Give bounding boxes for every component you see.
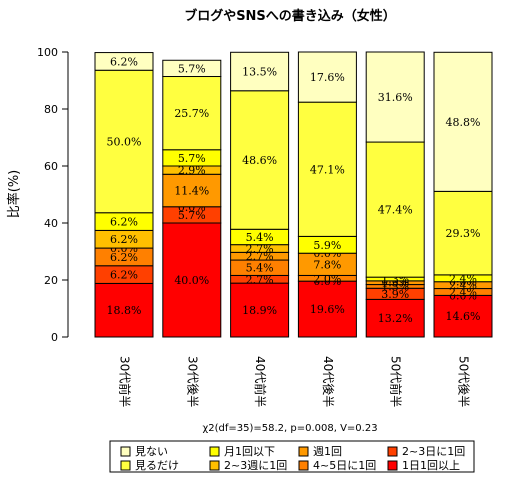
- bar-segment: [230, 90, 290, 230]
- bar-segment: [297, 51, 357, 103]
- bar-segment: [230, 282, 290, 338]
- legend-label: 4~5日に1回: [313, 459, 376, 472]
- y-axis: 0 20 40 60 80 100: [37, 46, 69, 344]
- bars-group: 18.8%6.2%6.2%0.0%6.2%6.2%50.0%6.2%40.0%5…: [94, 51, 493, 338]
- segment-label: 40.0%: [174, 274, 209, 287]
- segment-label: 6.2%: [110, 55, 138, 68]
- bar-segment: [433, 51, 493, 192]
- bar-stack: 40.0%5.7%0.0%11.4%2.9%5.7%25.7%5.7%: [162, 59, 222, 338]
- bar-segment: [365, 51, 425, 143]
- segment-label: 19.6%: [310, 303, 345, 316]
- segment-label: 11.4%: [174, 185, 209, 198]
- legend-swatch: [387, 446, 398, 457]
- segment-label: 2.7%: [246, 250, 274, 263]
- stat-note: χ2(df=35)=58.2, p=0.008, V=0.23: [202, 423, 377, 434]
- chart-title: ブログやSNSへの書き込み（女性）: [184, 8, 396, 24]
- segment-label: 6.2%: [110, 269, 138, 282]
- y-tick-label: 40: [44, 217, 58, 230]
- bar-segment: [162, 76, 222, 151]
- category-label: 50代後半: [457, 356, 471, 407]
- y-tick-label: 0: [51, 331, 58, 344]
- segment-label: 50.0%: [107, 135, 142, 148]
- segment-label: 2.7%: [246, 273, 274, 286]
- segment-label: 25.7%: [174, 107, 209, 120]
- legend-swatch: [298, 446, 309, 457]
- legend-swatch: [209, 460, 220, 471]
- segment-label: 5.9%: [313, 239, 341, 252]
- category-label: 40代前半: [253, 356, 268, 407]
- segment-label: 2.4%: [449, 286, 477, 299]
- legend-box: [109, 440, 475, 473]
- segment-label: 47.1%: [310, 163, 345, 176]
- segment-label: 5.7%: [178, 152, 206, 165]
- segment-label: 3.9%: [381, 288, 409, 301]
- bar-segment: [433, 294, 493, 338]
- y-tick-label: 80: [44, 103, 58, 116]
- bar-segment: [433, 190, 493, 276]
- legend-swatch: [387, 460, 398, 471]
- segment-label: 13.2%: [378, 312, 413, 325]
- segment-label: 47.4%: [378, 204, 413, 217]
- segment-label: 6.2%: [110, 251, 138, 264]
- segment-label: 17.6%: [310, 71, 345, 84]
- category-label: 50代前半: [389, 356, 404, 407]
- segment-label: 5.4%: [246, 262, 274, 275]
- legend-swatch: [209, 446, 220, 457]
- legend-label: 見ない: [135, 445, 168, 458]
- bar-segment: [94, 52, 154, 71]
- y-axis-label: 比率(%): [6, 170, 22, 219]
- segment-label: 14.6%: [446, 310, 481, 323]
- bar-stack: 18.9%2.7%5.4%2.7%2.7%5.4%48.6%13.5%: [230, 51, 290, 338]
- category-label: 30代前半: [118, 356, 133, 407]
- y-tick-label: 100: [37, 46, 58, 59]
- segment-label: 6.2%: [110, 216, 138, 229]
- legend-label: 2~3週に1回: [224, 459, 287, 472]
- segment-label: 31.6%: [378, 91, 413, 104]
- bar-segment: [297, 101, 357, 237]
- segment-label: 2.7%: [246, 243, 274, 256]
- bar-segment: [162, 173, 222, 208]
- category-label: 30代後半: [185, 356, 199, 407]
- bar-segment: [365, 141, 425, 278]
- category-label: 40代後半: [321, 356, 335, 407]
- segment-label: 5.7%: [178, 209, 206, 222]
- bar-stack: 14.6%0.0%2.4%2.4%0.0%2.4%29.3%48.8%: [433, 51, 493, 338]
- segment-label: 2.9%: [178, 164, 206, 177]
- legend-label: 1日1回以上: [402, 459, 460, 472]
- legend-label: 見るだけ: [135, 459, 179, 472]
- y-tick-label: 20: [44, 274, 58, 287]
- segment-label: 5.7%: [178, 62, 206, 75]
- segment-label: 48.8%: [446, 116, 481, 129]
- bar-segment: [162, 59, 222, 78]
- segment-label: 18.8%: [107, 304, 142, 317]
- legend-label: 週1回: [313, 445, 342, 458]
- segment-label: 18.9%: [242, 304, 277, 317]
- segment-label: 7.8%: [313, 258, 341, 271]
- segment-label: 13.5%: [242, 66, 277, 79]
- bar-stack: 13.2%3.9%1.3%1.3%0.0%1.3%47.4%31.6%: [365, 51, 425, 338]
- bar-stack: 18.8%6.2%6.2%0.0%6.2%6.2%50.0%6.2%: [94, 52, 154, 338]
- bar-segment: [230, 51, 290, 92]
- legend-label: 2~3日に1回: [402, 445, 465, 458]
- legend-swatch: [120, 460, 131, 471]
- segment-label: 29.3%: [446, 227, 481, 240]
- segment-label: 2.4%: [449, 272, 477, 285]
- legend-swatch: [298, 460, 309, 471]
- bar-segment: [297, 280, 357, 338]
- y-tick-label: 60: [44, 160, 58, 173]
- bar-segment: [94, 282, 154, 338]
- legend-label: 月1回以下: [224, 445, 275, 458]
- category-labels: 30代前半 30代後半 40代前半 40代後半 50代前半 50代後半: [118, 356, 471, 407]
- segment-label: 5.4%: [246, 231, 274, 244]
- bar-segment: [365, 298, 425, 338]
- legend-swatch: [120, 446, 131, 457]
- segment-label: 2.4%: [449, 279, 477, 292]
- segment-label: 48.6%: [242, 154, 277, 167]
- segment-label: 6.2%: [110, 233, 138, 246]
- bar-stack: 19.6%0.0%2.0%7.8%0.0%5.9%47.1%17.6%: [297, 51, 357, 338]
